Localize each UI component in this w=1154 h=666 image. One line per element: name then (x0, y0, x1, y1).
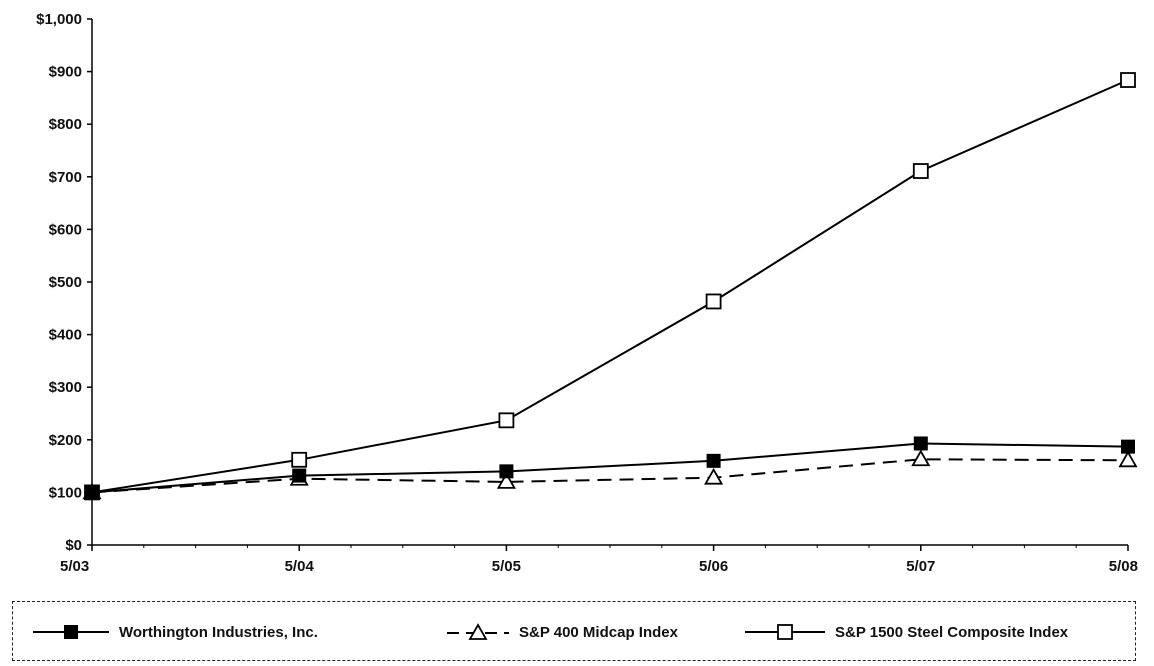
data-point-open-square (291, 451, 308, 468)
y-tick-label: $900 (49, 64, 82, 81)
y-tick-label: $400 (49, 327, 82, 344)
y-tick-label: $0 (65, 537, 82, 554)
y-tick-label: $500 (49, 274, 82, 291)
series-line (91, 442, 1129, 494)
legend-item-worthington: Worthington Industries, Inc. (31, 602, 318, 662)
legend-label-sp1500-steel: S&P 1500 Steel Composite Index (835, 623, 1069, 641)
legend-swatch-open-square (745, 624, 825, 640)
legend-swatch-open-triangle (447, 623, 509, 640)
line-chart: $0 $100 $200 $300 $400 $500 $600 $700 $800 $900 $1… (36, 11, 1138, 575)
data-point-open-square (498, 412, 515, 429)
legend-label-worthington: Worthington Industries, Inc. (119, 623, 318, 641)
x-tick-label: 5/08 (1109, 558, 1138, 575)
y-tick-label: $200 (49, 432, 82, 449)
y-tick-label: $1,000 (36, 11, 82, 28)
data-point-filled-square (499, 464, 514, 479)
y-tick-label: $800 (49, 116, 82, 133)
x-tick-label: 5/07 (906, 558, 935, 575)
y-tick-label: $700 (49, 169, 82, 186)
series-line (91, 458, 1129, 494)
series-line (91, 79, 1129, 494)
data-point-open-triangle (496, 472, 516, 489)
data-point-open-square (1120, 72, 1136, 88)
x-tick-label: 5/06 (699, 558, 728, 575)
y-tick-label: $300 (49, 379, 82, 396)
data-point-open-triangle (911, 449, 931, 467)
legend-item-sp400: S&P 400 Midcap Index (445, 602, 678, 662)
x-tick-label: 5/04 (285, 558, 315, 575)
x-tick-label: 5/05 (492, 558, 521, 575)
data-point-filled-square (706, 453, 721, 468)
data-point-open-square (912, 163, 929, 179)
y-tick-label: $600 (49, 221, 82, 238)
x-tick-label: 5/03 (60, 558, 89, 575)
legend-item-sp1500-steel: S&P 1500 Steel Composite Index (743, 602, 1068, 662)
data-point-open-triangle (704, 467, 724, 485)
legend: Worthington Industries, Inc. S&P 400 Mid… (12, 601, 1136, 661)
data-point-filled-square (913, 436, 928, 451)
y-tick-label: $100 (49, 484, 82, 501)
data-point-filled-square (1121, 439, 1135, 454)
data-point-open-triangle (1118, 450, 1138, 468)
axes: $0 $100 $200 $300 $400 $500 $600 $700 $800 $900 $1… (36, 11, 1138, 575)
data-point-filled-square (85, 485, 99, 500)
data-point-open-square (705, 293, 722, 310)
legend-swatch-filled-square (33, 625, 109, 639)
data-point-filled-square (292, 468, 307, 483)
legend-label-sp400: S&P 400 Midcap Index (519, 623, 678, 641)
series-layer (82, 72, 1138, 501)
